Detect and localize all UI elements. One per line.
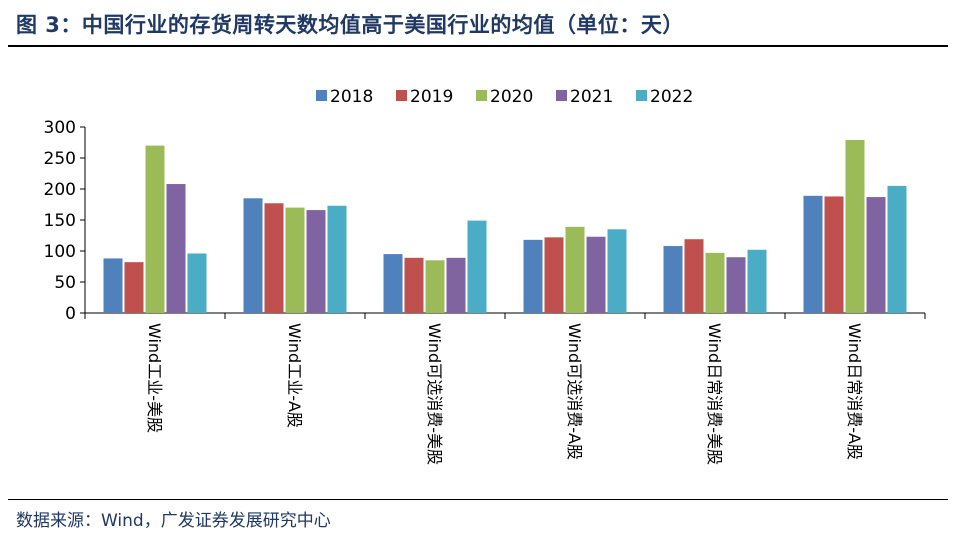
y-tick-label: 200 xyxy=(44,180,76,200)
bar-2020-3 xyxy=(425,260,445,313)
bar-2019-1 xyxy=(124,262,144,313)
bar-2022-3 xyxy=(467,220,487,313)
bar-2021-6 xyxy=(866,197,886,313)
x-category-label: Wind日常消费-A股 xyxy=(845,323,864,460)
legend-label: 2022 xyxy=(650,87,693,107)
bar-chart: 2018 2019 2020 2021 2022 050100150200250300 … xyxy=(44,87,926,465)
y-tick-label: 100 xyxy=(44,242,76,262)
bar-2022-1 xyxy=(187,253,207,313)
bar-2021-5 xyxy=(726,257,746,313)
y-tick-label: 50 xyxy=(54,273,76,293)
bar-2018-5 xyxy=(663,246,683,313)
bar-2022-2 xyxy=(327,205,347,313)
legend-swatch xyxy=(316,90,327,101)
bar-2018-4 xyxy=(523,239,543,313)
y-axis: 0 50 100 150 200 250 300 xyxy=(44,118,86,324)
y-tick-label: 150 xyxy=(44,211,76,231)
legend-swatch xyxy=(396,90,407,101)
x-category-label: Wind可选消费-A股 xyxy=(565,323,584,460)
bar-2018-6 xyxy=(803,195,823,313)
bar-2022-6 xyxy=(887,185,907,313)
y-tick-label: 250 xyxy=(44,149,76,169)
bar-2019-5 xyxy=(684,239,704,313)
bar-2019-3 xyxy=(404,257,424,313)
bar-2021-4 xyxy=(586,236,606,313)
bar-2022-4 xyxy=(607,229,627,313)
legend-swatch xyxy=(556,90,567,101)
bar-2021-2 xyxy=(306,210,326,313)
bar-2019-6 xyxy=(824,196,844,313)
y-tick-label: 0 xyxy=(65,304,76,324)
bar-2021-3 xyxy=(446,257,466,313)
source-divider xyxy=(8,499,948,500)
bar-2020-4 xyxy=(565,226,585,313)
bar-2020-6 xyxy=(845,140,865,313)
bar-2019-4 xyxy=(544,237,564,313)
bar-2018-2 xyxy=(243,198,263,313)
bar-2019-2 xyxy=(264,203,284,313)
legend-swatch xyxy=(636,90,647,101)
title-divider xyxy=(8,45,948,47)
x-category-label: Wind日常消费-美股 xyxy=(705,323,724,465)
legend-label: 2021 xyxy=(570,87,613,107)
bars xyxy=(103,140,907,313)
legend: 2018 2019 2020 2021 2022 xyxy=(316,87,693,107)
legend-label: 2019 xyxy=(410,87,453,107)
legend-label: 2018 xyxy=(330,87,373,107)
x-category-label: Wind工业-A股 xyxy=(285,323,304,428)
x-category-label: Wind可选消费-美股 xyxy=(425,323,444,465)
bar-2018-1 xyxy=(103,258,123,313)
bar-2020-5 xyxy=(705,252,725,313)
x-axis: Wind工业-美股 Wind工业-A股 Wind可选消费-美股 Wind可选消费-A股… xyxy=(84,312,926,465)
bar-2020-2 xyxy=(285,207,305,313)
y-tick-label: 300 xyxy=(44,118,76,138)
bar-2020-1 xyxy=(145,145,165,313)
bar-2022-5 xyxy=(747,249,767,313)
bar-2021-1 xyxy=(166,184,186,313)
chart-title: 图 3：中国行业的存货周转天数均值高于美国行业的均值（单位：天） xyxy=(16,13,684,37)
legend-label: 2020 xyxy=(490,87,533,107)
x-category-label: Wind工业-美股 xyxy=(145,323,164,433)
bar-2018-3 xyxy=(383,254,403,313)
source-note: 数据来源：Wind，广发证券发展研究中心 xyxy=(16,511,331,531)
legend-swatch xyxy=(476,90,487,101)
